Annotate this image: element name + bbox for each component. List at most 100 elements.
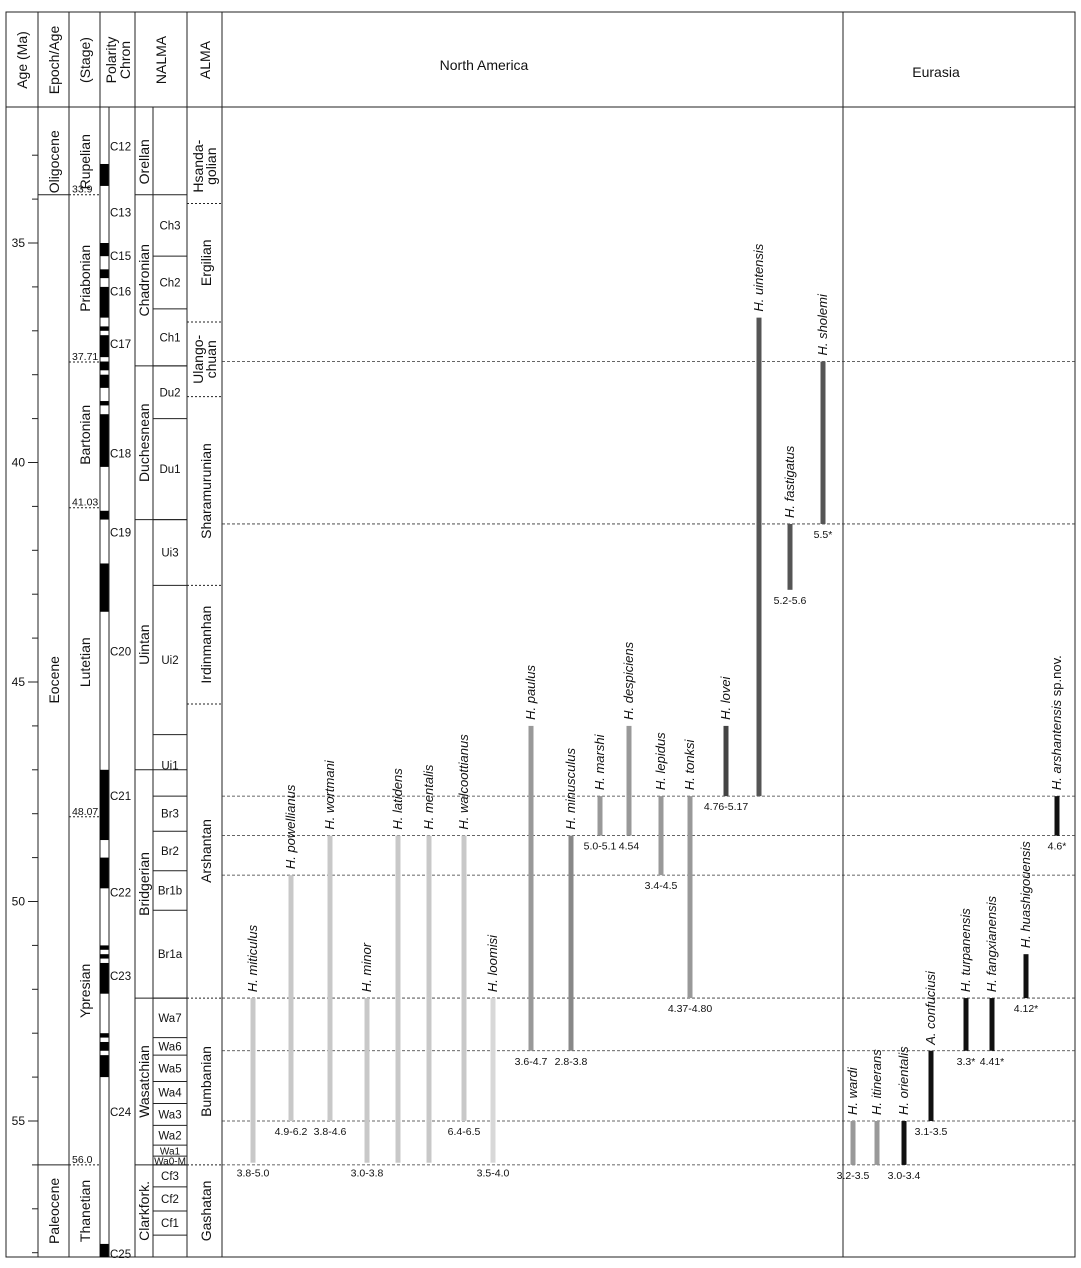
taxon-h-despiciens: H. despiciens 4.54 [619,641,640,852]
stage-label-lutetian: Lutetian [77,637,93,687]
size-range: 3.1-3.5 [915,1126,948,1138]
range-bar [426,835,432,1163]
nalma-label-wasatchian: Wasatchian [136,1045,152,1118]
range-bar [723,725,729,797]
taxon-label: H. lovei [718,675,733,719]
stage-label-thanetian: Thanetian [77,1180,93,1242]
alma-label-irdinmanhan: Irdinmanhan [198,606,214,684]
taxon-label: H. itinerans [869,1049,884,1115]
size-range: 4.9-6.2 [275,1126,308,1138]
range-bar [364,998,370,1163]
subzone-label-ch3: Ch3 [159,220,180,232]
nalma-column: Orellan Chadronian Duchesnean Uintan Bridger… [135,107,187,1258]
size-range: 4.6* [1048,841,1067,853]
chron-label-c18: C18 [110,449,131,461]
chron-label-c25: C25 [110,1249,131,1261]
normal-polarity-band [100,163,109,186]
normal-polarity-band [100,945,109,950]
range-bar [850,1121,856,1165]
size-range: 6.4-6.5 [448,1126,481,1138]
taxon-h-lepidus: H. lepidus 3.4-4.5 [645,732,678,892]
range-bar [658,796,664,876]
taxon-label: H. walcoottianus [456,734,471,830]
age-tick-label: 50 [12,895,26,909]
alma-label-arshantan: Arshantan [198,819,214,883]
subzone-label-wa0-m: Wa0-M [154,1157,186,1168]
normal-polarity-band [100,401,109,406]
range-bar [1023,954,1029,999]
taxon-h-marshi: H. marshi 5.0-5.1 [584,733,617,852]
range-bar [250,998,256,1163]
subzone-label-wa7: Wa7 [158,1013,181,1025]
subzone-label-br1a: Br1a [158,949,183,961]
nalma-label-uintan: Uintan [136,624,152,664]
normal-polarity-band [100,269,109,279]
range-bar [528,725,534,1051]
stage-base-age: 33.9 [72,184,93,196]
normal-polarity-band [100,857,109,889]
taxon-h-sholemi: H. sholemi 5.5* [814,293,833,541]
normal-polarity-band [100,1041,109,1051]
normal-polarity-band [100,954,109,959]
taxon-h-orientalis: H. orientalis 3.0-3.4 [888,1046,921,1182]
range-bar [568,835,574,1051]
taxon-label: H. marshi [592,733,607,790]
column-headers: Age (Ma) Epoch/Age (Stage) Polarity Chro… [14,26,960,95]
chron-label-c13: C13 [110,207,131,219]
age-axis: 35 40 45 50 55 [12,154,38,1254]
taxon-label: H. powellianus [283,784,298,869]
nalma-label-clarkfork: Clarkfork. [136,1181,152,1241]
size-range: 3.0-3.4 [888,1170,921,1182]
size-range: 4.37-4.80 [668,1003,713,1015]
subzone-label-cf2: Cf2 [161,1194,179,1206]
range-bar [626,725,632,836]
normal-polarity-band [100,361,109,371]
range-bar [288,875,294,1121]
alma-label-hsanda-golian: Hsanda- [190,139,206,192]
taxon-h-fastigatus: H. fastigatus 5.2-5.6 [774,445,807,607]
range-bar [490,998,496,1163]
subzone-label-wa3: Wa3 [158,1109,181,1121]
chron-label-c20: C20 [110,646,131,658]
taxon-h-minusculus: H. minusculus 2.8-3.8 [555,748,588,1068]
header-epoch: Epoch/Age [46,26,62,95]
header-eurasia: Eurasia [912,64,960,80]
range-bar [597,796,603,836]
taxon-h-turpanensis: H. turpanensis 3.3* [957,908,976,1068]
taxon-label-suffix: sp.nov. [1049,655,1064,700]
taxon-h-itinerans: H. itinerans [869,1049,884,1165]
chron-label-c23: C23 [110,971,131,983]
range-bar [687,796,693,999]
subzone-label-br2: Br2 [161,846,179,858]
stage-base-age: 56.0 [72,1154,93,1166]
size-range: 2.8-3.8 [555,1056,588,1068]
epoch-label-oligocene: Oligocene [46,130,62,193]
alma-label-bumbanian: Bumbanian [198,1046,214,1117]
alma-label-ergilian: Ergilian [198,239,214,286]
range-bar [756,317,762,797]
taxon-label: H. miticulus [245,924,260,992]
stage-base-age: 37.71 [72,351,98,363]
size-range: 3.0-3.8 [351,1168,384,1180]
epoch-label-eocene: Eocene [46,656,62,704]
taxon-h-arshantensis-sp-nov: H. arshantensis sp.nov. 4.6* [1048,655,1067,852]
size-range: 4.41* [980,1056,1005,1068]
range-bar [989,998,995,1051]
stage-label-priabonian: Priabonian [77,245,93,312]
alma-label-gashatan: Gashatan [198,1181,214,1242]
normal-polarity-band [100,374,109,388]
taxon-label: A. confuciusi [923,970,938,1046]
taxon-h-tonksi: H. tonksi 4.37-4.80 [668,738,713,1015]
size-range: 5.2-5.6 [774,595,807,607]
taxon-h-minor: H. minor 3.0-3.8 [351,942,384,1179]
taxon-h-huashigouensis: H. huashigouensis 4.12* [1014,841,1039,1015]
subzone-label-cf1: Cf1 [161,1218,179,1230]
stage-base-age: 48.07 [72,806,98,818]
taxon-label: H. tonksi [682,738,697,790]
range-bar [928,1050,934,1121]
subzone-label-cf3: Cf3 [161,1171,179,1183]
subzone-label-ch1: Ch1 [159,332,180,344]
chron-label-c16: C16 [110,286,131,298]
size-range: 5.5* [814,529,833,541]
